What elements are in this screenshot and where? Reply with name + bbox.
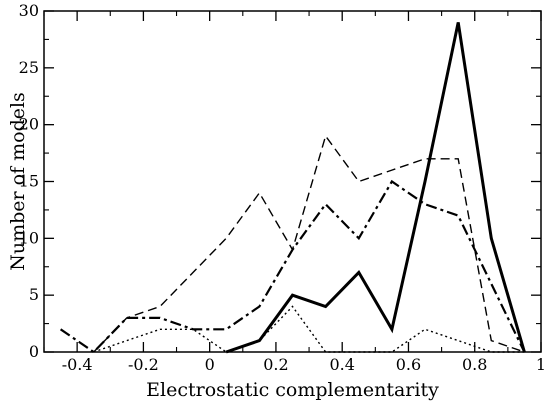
y-tick-label: 30 <box>19 1 39 20</box>
x-tick-label: 1 <box>536 355 546 374</box>
series-line-dash-dot <box>59 179 526 354</box>
plot-frame <box>43 10 542 353</box>
y-axis-title: Number of models <box>7 92 29 271</box>
plot-lines <box>59 22 526 354</box>
x-axis-title: Electrostatic complementarity <box>146 379 439 401</box>
x-tick-label: 0.2 <box>263 355 288 374</box>
y-tick-label: 10 <box>19 228 39 247</box>
y-tick-label: 25 <box>19 58 39 77</box>
series-line-dashed <box>93 134 525 353</box>
axis-ticks <box>43 10 542 353</box>
series-line-dotted <box>93 305 525 353</box>
x-tick-label: 0.8 <box>462 355 487 374</box>
y-tick-label: 0 <box>29 342 39 361</box>
x-tick-label: 0 <box>205 355 215 374</box>
x-tick-label: 0.6 <box>396 355 421 374</box>
y-tick-label: 15 <box>19 172 39 191</box>
y-tick-label: 20 <box>19 115 39 134</box>
x-tick-label: -0.2 <box>128 355 159 374</box>
x-tick-label: 0.4 <box>329 355 354 374</box>
y-tick-label: 5 <box>29 285 39 304</box>
series-line-solid-thick <box>225 22 526 354</box>
x-tick-label: -0.4 <box>62 355 93 374</box>
